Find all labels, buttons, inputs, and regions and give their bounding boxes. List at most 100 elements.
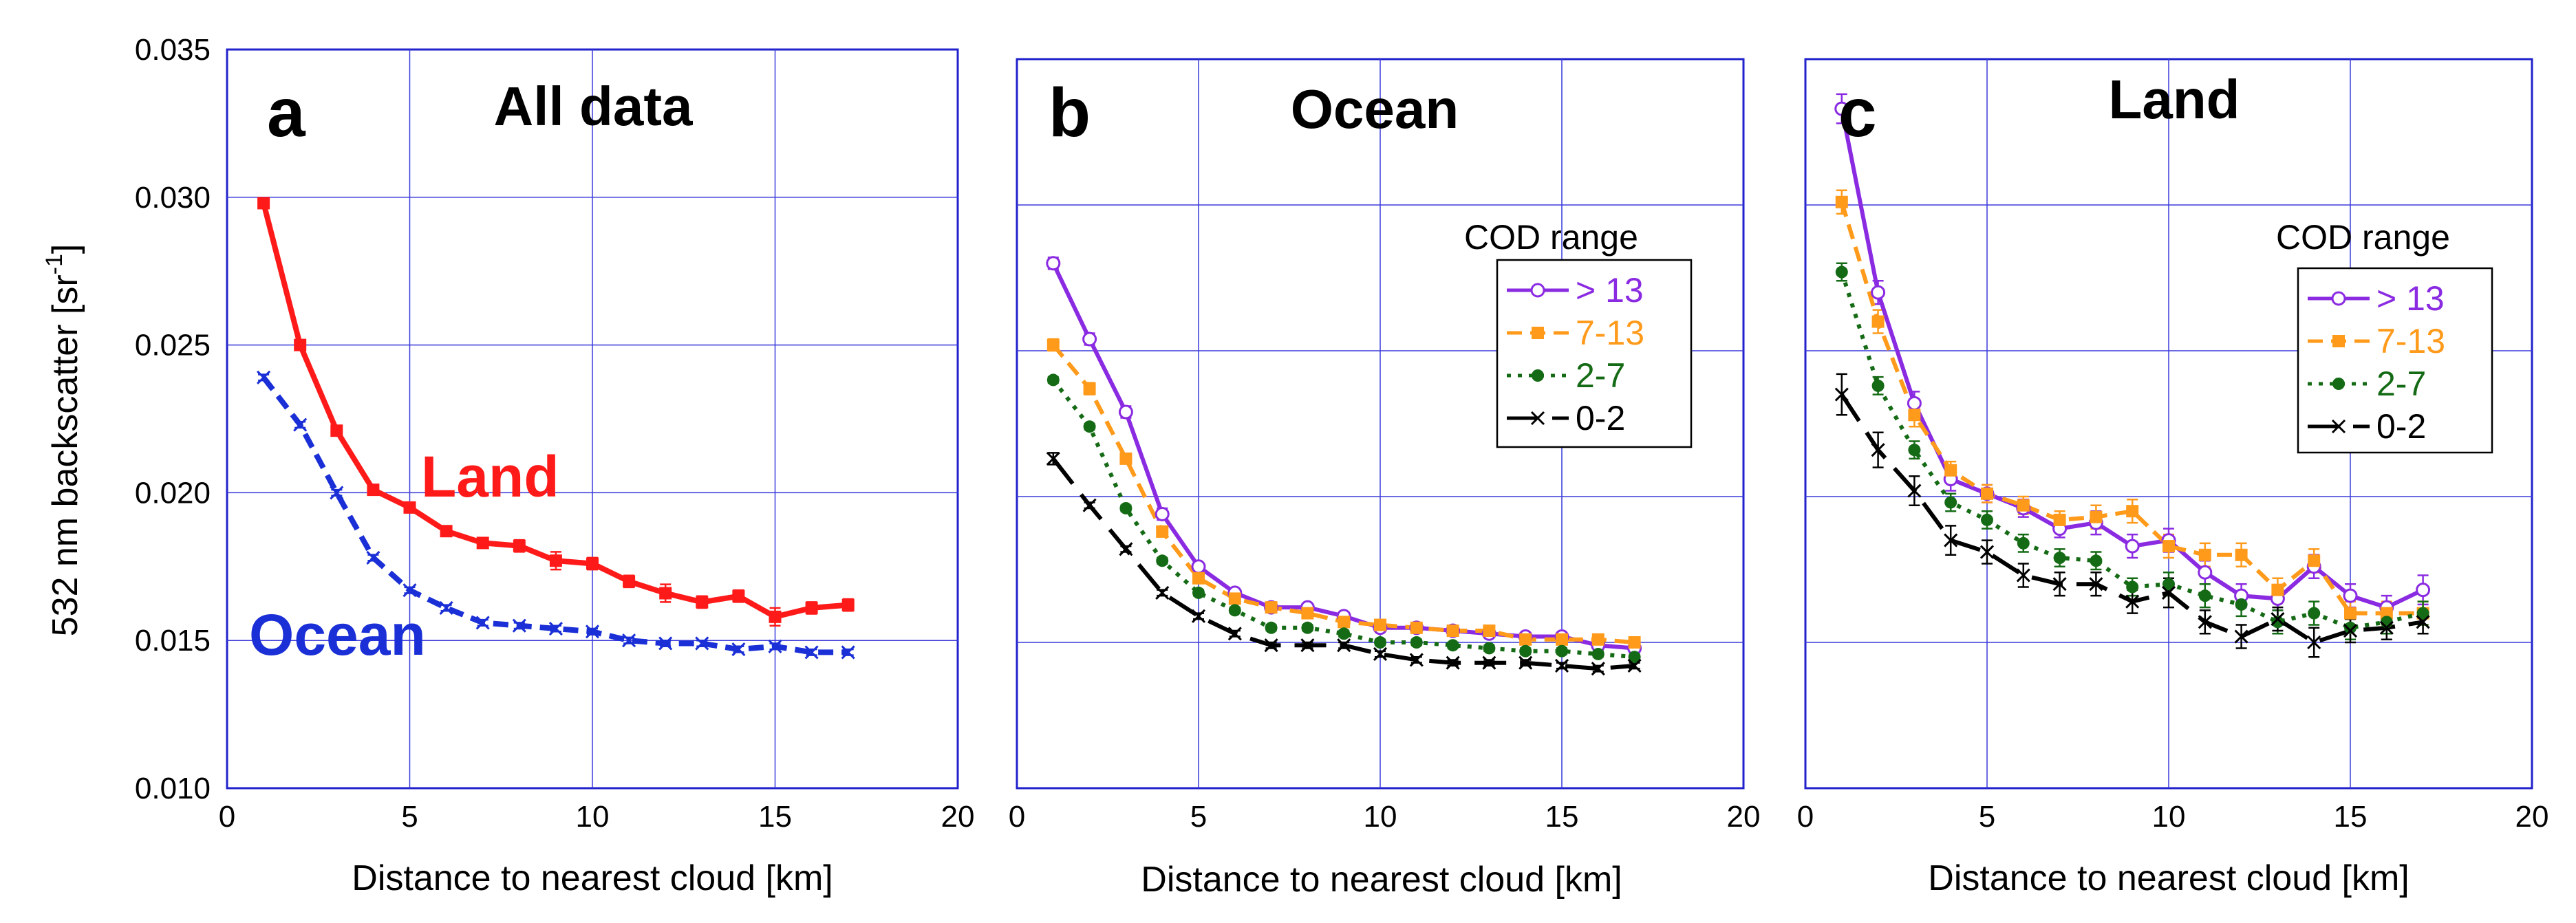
legend-swatch-marker [1532, 369, 1544, 382]
data-point [1119, 542, 1133, 556]
data-point [1556, 644, 1568, 658]
legend-entry-label: 0-2 [1576, 399, 1625, 437]
data-point [1192, 572, 1205, 585]
data-point [696, 596, 709, 609]
data-point [1591, 633, 1604, 646]
data-point [2416, 615, 2430, 629]
data-point [1519, 644, 1532, 658]
data-point [1979, 545, 1995, 559]
data-point [1300, 638, 1315, 653]
data-point [1228, 604, 1241, 617]
data-point [330, 486, 344, 500]
data-point [2053, 552, 2066, 565]
data-point [1409, 653, 1424, 667]
data-point [2053, 513, 2066, 526]
data-point [2235, 548, 2248, 561]
panel-a: 0 5 10 15 20 0.010 0.015 0.020 0.025 0.030 0.035 a… [135, 33, 975, 898]
data-point [257, 197, 270, 210]
data-point [2125, 539, 2140, 554]
data-point [1871, 285, 1886, 300]
land-series-label: Land [421, 444, 559, 509]
data-point [1373, 647, 1388, 662]
y-tick-label: 0.020 [135, 476, 211, 510]
data-point [2379, 620, 2394, 635]
data-point [548, 621, 563, 636]
data-point [1301, 607, 1314, 620]
data-point [1119, 501, 1133, 514]
panel-c: 0 5 10 15 20 c Land COD range > 13 7-13 2-7 0-2… [1797, 58, 2549, 898]
data-point [2271, 612, 2285, 627]
legend-swatch-marker [2331, 291, 2346, 306]
panel-b-x-axis-label: Distance to nearest cloud [km] [1141, 860, 1622, 900]
legend-swatch-marker [1530, 411, 1545, 426]
data-point [2344, 607, 2357, 620]
data-point [476, 536, 489, 550]
data-point [1446, 655, 1460, 670]
data-point [2308, 554, 2321, 567]
data-point [1265, 601, 1278, 614]
legend-swatch-marker [2332, 378, 2345, 390]
data-point [1156, 525, 1169, 538]
legend-entry-label: 7-13 [2376, 322, 2445, 360]
x-tick-label: 10 [1364, 800, 1397, 834]
data-point [1083, 382, 1096, 395]
data-point [2090, 554, 2103, 567]
panel-c-ticks: 0 5 10 15 20 [1797, 800, 2549, 834]
data-point [1908, 444, 1921, 457]
data-point [1264, 638, 1278, 653]
x-tick-label: 20 [2515, 800, 2549, 834]
data-point [841, 598, 855, 611]
y-tick-label: 0.025 [135, 329, 211, 362]
data-point [1410, 621, 1423, 634]
data-point [1944, 496, 1957, 509]
panel-c-title: Land [2108, 69, 2240, 130]
legend-entry-label: 2-7 [1576, 356, 1625, 395]
data-point [1591, 647, 1604, 660]
panel-a-title: All data [494, 76, 693, 137]
legend-entry-label: 7-13 [1576, 314, 1644, 352]
data-point [294, 338, 307, 351]
x-tick-label: 0 [1797, 800, 1814, 834]
data-point [1907, 484, 1922, 498]
data-point [2344, 621, 2357, 634]
data-point [257, 370, 271, 384]
data-point [1083, 420, 1096, 433]
y-tick-label: 0.035 [135, 33, 211, 67]
panel-c-markers [1834, 101, 2431, 650]
data-point [1482, 655, 1496, 670]
data-point [1834, 101, 1849, 116]
data-point [1410, 636, 1423, 649]
data-point [623, 575, 636, 588]
data-point [1483, 625, 1496, 638]
data-point [1519, 633, 1532, 646]
data-point [1155, 585, 1170, 600]
panel-c-legend: > 13 7-13 2-7 0-2 [2297, 267, 2493, 454]
y-axis-label: 532 nm backscatter [sr-1] [41, 244, 85, 637]
x-tick-label: 0 [1009, 800, 1025, 834]
data-point [1046, 256, 1061, 271]
panel-a-x-axis-label: Distance to nearest cloud [km] [352, 858, 833, 898]
x-tick-label: 5 [1190, 800, 1207, 834]
data-point [2380, 607, 2393, 620]
x-tick-label: 10 [576, 800, 610, 834]
data-point [1046, 338, 1060, 351]
data-point [403, 501, 416, 514]
y-tick-label: 0.015 [135, 624, 211, 658]
legend-swatch-marker [1532, 327, 1544, 339]
x-tick-label: 15 [2334, 800, 2368, 834]
legend-entry-label: > 13 [1576, 271, 1644, 310]
data-point [1227, 627, 1242, 641]
series-line-ocean [261, 376, 848, 655]
data-point [1518, 655, 1533, 670]
data-point [1834, 387, 1849, 402]
panel-a-letter: a [267, 74, 306, 151]
data-point [1155, 506, 1170, 521]
x-tick-label: 10 [2152, 800, 2186, 834]
panel-b-legend: > 13 7-13 2-7 0-2 [1496, 259, 1693, 448]
data-point [2308, 607, 2321, 620]
data-point [585, 625, 600, 639]
data-point [549, 554, 562, 567]
data-point [659, 587, 672, 600]
data-point [2271, 583, 2284, 596]
data-point [731, 642, 746, 657]
